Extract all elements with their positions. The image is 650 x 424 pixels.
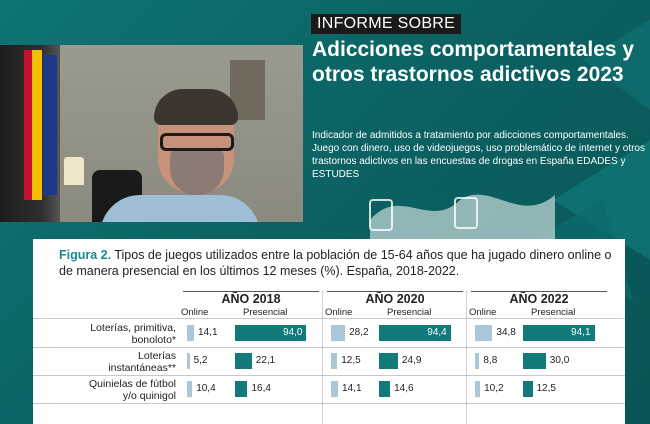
- report-tag: INFORME SOBRE: [311, 14, 462, 34]
- online-bar: [475, 381, 481, 397]
- presencial-bar: [379, 353, 398, 369]
- figure-label: Figura 2.: [59, 248, 112, 262]
- sub-header-online: Online: [325, 307, 353, 318]
- row-label-line: y/o quinigol: [122, 390, 176, 402]
- presencial-bar: [379, 325, 451, 341]
- splash-graphic: [369, 194, 555, 240]
- online-bar: [475, 353, 480, 369]
- presencial-value-label: 24,9: [401, 355, 422, 366]
- presencial-value-label: 12,5: [536, 383, 556, 394]
- presencial-bar: [235, 325, 307, 341]
- report-title: Adicciones comportamentales y otros tras…: [312, 38, 635, 86]
- row-label: Loterías instantáneas**: [33, 350, 176, 374]
- online-bar: [475, 325, 493, 341]
- row-divider: [33, 375, 625, 376]
- row-label-line: Loterías, primitiva,: [90, 322, 176, 334]
- speaker-glasses: [160, 133, 234, 151]
- row-divider: [33, 403, 625, 404]
- group-separator: [322, 291, 323, 424]
- report-description: Indicador de admitidos a tratamiento por…: [312, 130, 645, 180]
- online-bar: [331, 381, 339, 397]
- row-label-line: instantáneas**: [108, 362, 176, 374]
- speaker-hair: [154, 89, 238, 125]
- online-value-label: 14,1: [342, 383, 362, 394]
- row-label: Loterías, primitiva, bonoloto*: [33, 322, 176, 346]
- presencial-bar: [523, 353, 546, 369]
- presencial-value-label: 94,1: [571, 327, 591, 338]
- row-label-line: Loterías: [138, 350, 176, 362]
- online-value-label: 8,8: [483, 355, 498, 366]
- year-header: AÑO 2020: [327, 291, 463, 308]
- sub-header-presencial: Presencial: [531, 307, 576, 318]
- sub-header-online: Online: [181, 307, 209, 318]
- figure-panel: Figura 2. Tipos de juegos utilizados ent…: [33, 239, 625, 424]
- figure-title: Figura 2. Tipos de juegos utilizados ent…: [59, 247, 621, 279]
- row-label-line: bonoloto*: [131, 334, 176, 346]
- online-bar: [187, 325, 195, 341]
- online-bar: [187, 381, 193, 397]
- online-bar: [331, 325, 346, 341]
- presencial-bar: [235, 381, 248, 397]
- presencial-value-label: 16,4: [251, 383, 271, 394]
- sub-header-presencial: Presencial: [243, 307, 288, 318]
- presencial-value-label: 22,1: [255, 355, 276, 366]
- year-header: AÑO 2022: [471, 291, 607, 308]
- header-divider: [33, 318, 625, 319]
- speaker-shirt: [100, 195, 260, 222]
- row-label-line: Quinielas de fútbol: [89, 378, 176, 390]
- presencial-bar: [523, 325, 595, 341]
- row-divider: [33, 347, 625, 348]
- presencial-value-label: 94,0: [282, 327, 303, 338]
- presencial-bar: [523, 381, 533, 397]
- video-feed: [0, 45, 303, 222]
- presencial-value-label: 14,6: [394, 383, 414, 394]
- group-separator: [466, 291, 467, 424]
- figure-caption: Tipos de juegos utilizados entre la pobl…: [59, 248, 612, 278]
- online-value-label: 10,4: [196, 383, 216, 394]
- presencial-value-label: 94,4: [427, 327, 447, 338]
- online-value-label: 12,5: [341, 355, 361, 366]
- presencial-value-label: 30,0: [549, 355, 570, 366]
- speaker-beard: [170, 150, 224, 195]
- online-value-label: 34,8: [496, 327, 516, 338]
- presencial-bar: [235, 353, 252, 369]
- online-bar: [331, 353, 338, 369]
- lamp: [64, 157, 84, 185]
- online-value-label: 5,2: [193, 355, 208, 366]
- online-value-label: 28,2: [349, 327, 369, 338]
- presencial-bar: [379, 381, 391, 397]
- sub-header-online: Online: [469, 307, 497, 318]
- online-value-label: 14,1: [198, 327, 218, 338]
- online-bar: [187, 353, 190, 369]
- flag-eu: [43, 55, 57, 195]
- sub-header-presencial: Presencial: [387, 307, 432, 318]
- flag-stripe-yellow: [32, 50, 42, 200]
- flag-stripe-red: [24, 50, 32, 200]
- year-header: AÑO 2018: [183, 291, 319, 308]
- row-label: Quinielas de fútbol y/o quinigol: [33, 378, 176, 402]
- online-value-label: 10,2: [484, 383, 504, 394]
